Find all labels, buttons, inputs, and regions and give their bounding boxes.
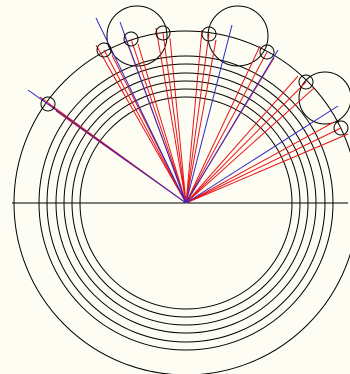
blue-ray-1 <box>27 89 187 204</box>
blue-ray-4 <box>185 24 233 204</box>
red-edge-10 <box>185 39 217 204</box>
gear-circle-2 <box>207 5 269 67</box>
red-rays <box>39 27 349 204</box>
red-ray-4 <box>162 32 187 204</box>
gear-circle-1 <box>106 5 168 67</box>
red-ray-6 <box>185 51 268 204</box>
red-edge-6 <box>137 43 187 204</box>
red-ray-2 <box>103 49 187 204</box>
blue-rays <box>27 17 339 204</box>
red-edge-8 <box>169 37 187 204</box>
red-edge-9 <box>185 29 203 204</box>
blue-ray-5 <box>185 49 279 204</box>
tip-circle-3 <box>123 31 139 47</box>
blue-ray-6 <box>185 105 339 204</box>
gear-circle-3 <box>298 71 350 125</box>
red-edge-14 <box>185 87 315 204</box>
red-edge-7 <box>155 27 187 204</box>
tip-circle-1 <box>40 96 56 112</box>
red-ray-5 <box>185 33 210 204</box>
red-edge-3 <box>95 44 187 204</box>
tip-circle-4 <box>155 25 171 41</box>
red-edge-16 <box>185 133 349 204</box>
tip-circle-7 <box>298 74 314 90</box>
small-circles <box>106 5 350 125</box>
red-edge-13 <box>185 75 299 204</box>
tip-circle-2 <box>96 42 112 58</box>
tip-circle-5 <box>201 26 217 42</box>
blue-ray-3 <box>119 21 187 204</box>
ray-tip-circles <box>40 25 349 136</box>
red-ray-8 <box>185 127 342 204</box>
tip-circle-8 <box>333 120 349 136</box>
red-edge-11 <box>185 45 261 204</box>
red-ray-7 <box>185 81 307 204</box>
tip-circle-6 <box>259 44 275 60</box>
red-ray-3 <box>130 38 187 204</box>
red-edge-15 <box>185 121 335 204</box>
